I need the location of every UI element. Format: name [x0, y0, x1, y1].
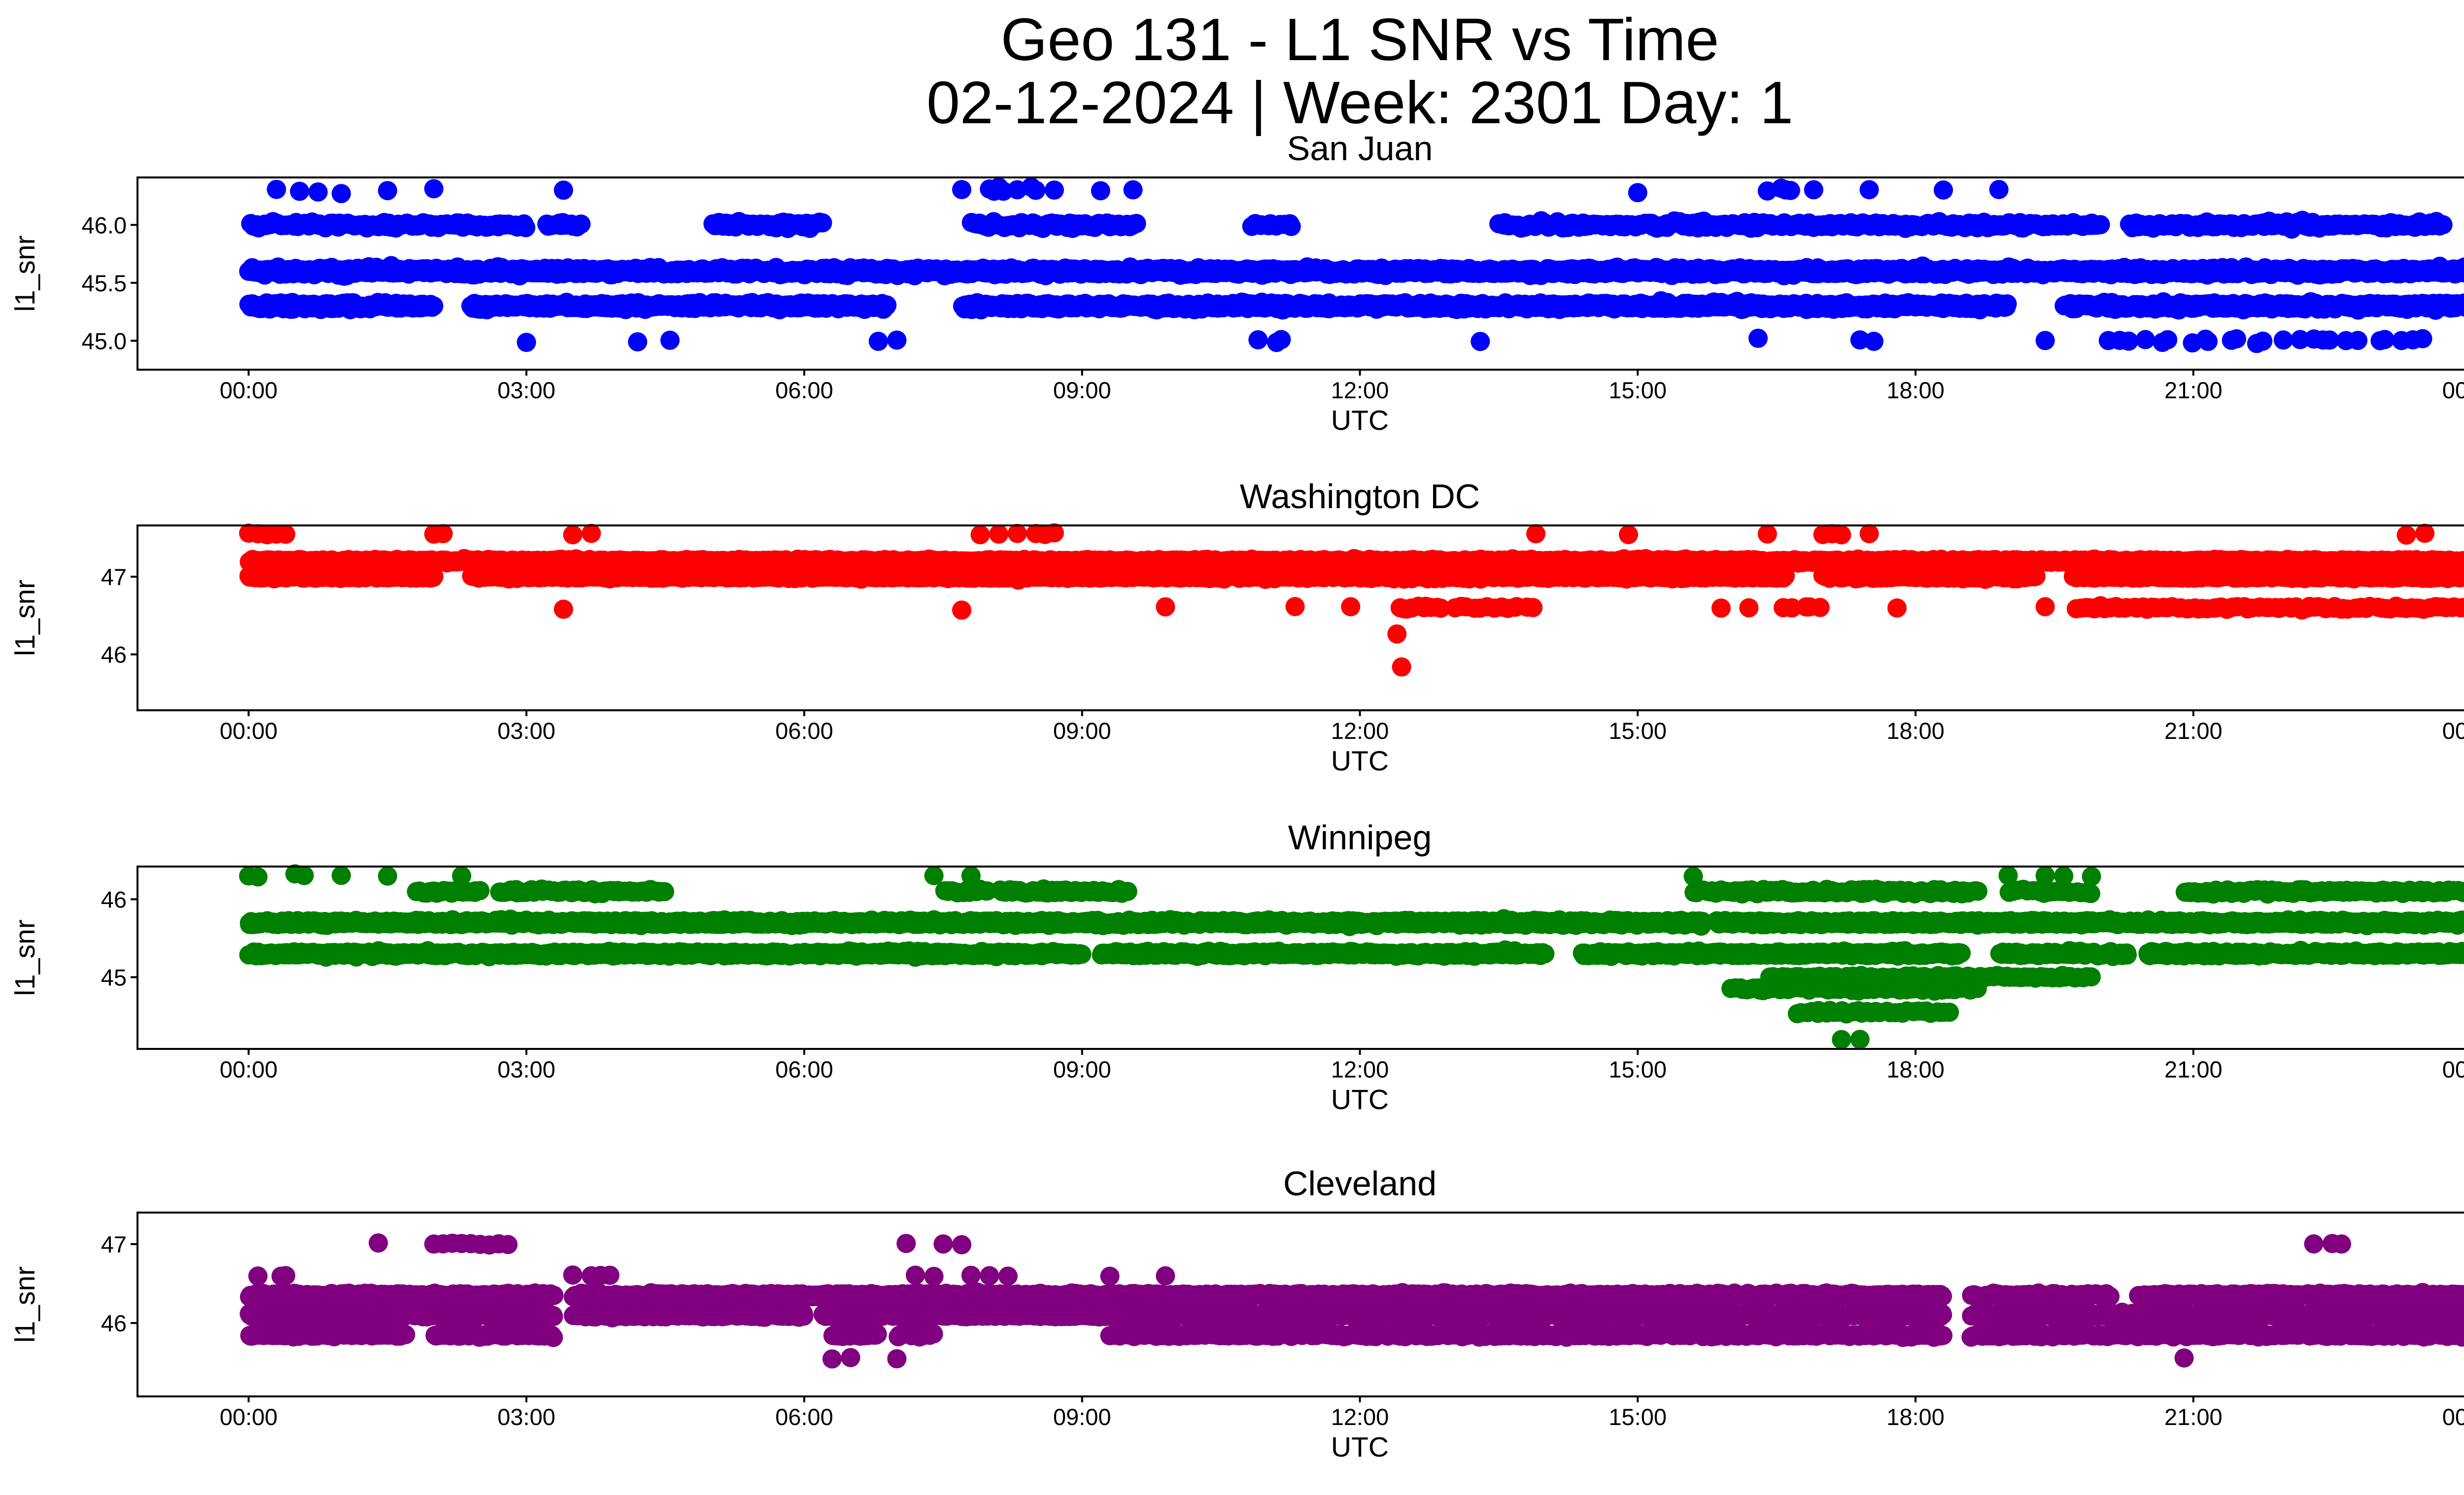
- svg-text:UTC: UTC: [1331, 405, 1389, 436]
- svg-text:12:00: 12:00: [1331, 377, 1389, 403]
- svg-text:21:00: 21:00: [2164, 718, 2223, 744]
- svg-text:09:00: 09:00: [1053, 377, 1111, 403]
- svg-text:03:00: 03:00: [497, 718, 555, 744]
- svg-text:l1_snr: l1_snr: [9, 235, 41, 312]
- svg-text:46.0: 46.0: [82, 212, 127, 238]
- svg-text:UTC: UTC: [1331, 1431, 1389, 1463]
- svg-text:Geo 131 - L1 SNR vs Time: Geo 131 - L1 SNR vs Time: [1001, 6, 1719, 73]
- svg-text:06:00: 06:00: [775, 1056, 833, 1082]
- svg-text:45.5: 45.5: [82, 270, 127, 296]
- svg-text:06:00: 06:00: [775, 718, 833, 744]
- svg-text:18:00: 18:00: [1886, 718, 1945, 744]
- svg-text:03:00: 03:00: [497, 1056, 555, 1082]
- svg-text:UTC: UTC: [1331, 1084, 1389, 1115]
- svg-text:00:00: 00:00: [220, 1404, 278, 1430]
- svg-text:15:00: 15:00: [1608, 377, 1667, 403]
- svg-text:21:00: 21:00: [2164, 1404, 2223, 1430]
- svg-text:06:00: 06:00: [775, 1404, 833, 1430]
- svg-text:00:00: 00:00: [2442, 377, 2464, 403]
- svg-text:l1_snr: l1_snr: [9, 580, 41, 656]
- svg-text:09:00: 09:00: [1053, 718, 1111, 744]
- svg-text:45.0: 45.0: [82, 328, 127, 354]
- svg-text:18:00: 18:00: [1886, 1056, 1945, 1082]
- svg-text:12:00: 12:00: [1331, 1056, 1389, 1082]
- svg-text:46: 46: [101, 642, 127, 668]
- svg-text:18:00: 18:00: [1886, 377, 1945, 403]
- svg-text:15:00: 15:00: [1608, 718, 1667, 744]
- svg-text:18:00: 18:00: [1886, 1404, 1945, 1430]
- svg-text:46: 46: [101, 886, 127, 912]
- svg-text:03:00: 03:00: [497, 1404, 555, 1430]
- svg-text:02-12-2024 | Week: 2301 Day: 1: 02-12-2024 | Week: 2301 Day: 1: [926, 69, 1793, 136]
- svg-text:Cleveland: Cleveland: [1283, 1164, 1437, 1203]
- svg-text:09:00: 09:00: [1053, 1056, 1111, 1082]
- svg-text:06:00: 06:00: [775, 377, 833, 403]
- svg-text:03:00: 03:00: [497, 377, 555, 403]
- svg-text:00:00: 00:00: [2442, 718, 2464, 744]
- svg-text:47: 47: [101, 564, 127, 590]
- svg-text:12:00: 12:00: [1331, 718, 1389, 744]
- svg-text:21:00: 21:00: [2164, 1056, 2223, 1082]
- svg-text:21:00: 21:00: [2164, 377, 2223, 403]
- svg-text:09:00: 09:00: [1053, 1404, 1111, 1430]
- svg-text:00:00: 00:00: [220, 377, 278, 403]
- svg-text:00:00: 00:00: [2442, 1404, 2464, 1430]
- svg-text:15:00: 15:00: [1608, 1056, 1667, 1082]
- svg-text:46: 46: [101, 1310, 127, 1336]
- svg-text:00:00: 00:00: [220, 718, 278, 744]
- svg-text:00:00: 00:00: [220, 1056, 278, 1082]
- svg-text:l1_snr: l1_snr: [9, 919, 41, 996]
- svg-text:12:00: 12:00: [1331, 1404, 1389, 1430]
- svg-text:Winnipeg: Winnipeg: [1288, 818, 1432, 857]
- svg-text:00:00: 00:00: [2442, 1056, 2464, 1082]
- svg-text:47: 47: [101, 1231, 127, 1257]
- svg-text:UTC: UTC: [1331, 745, 1389, 777]
- svg-text:45: 45: [101, 965, 127, 991]
- svg-text:Washington DC: Washington DC: [1240, 477, 1480, 516]
- svg-text:l1_snr: l1_snr: [9, 1266, 41, 1343]
- svg-text:15:00: 15:00: [1608, 1404, 1667, 1430]
